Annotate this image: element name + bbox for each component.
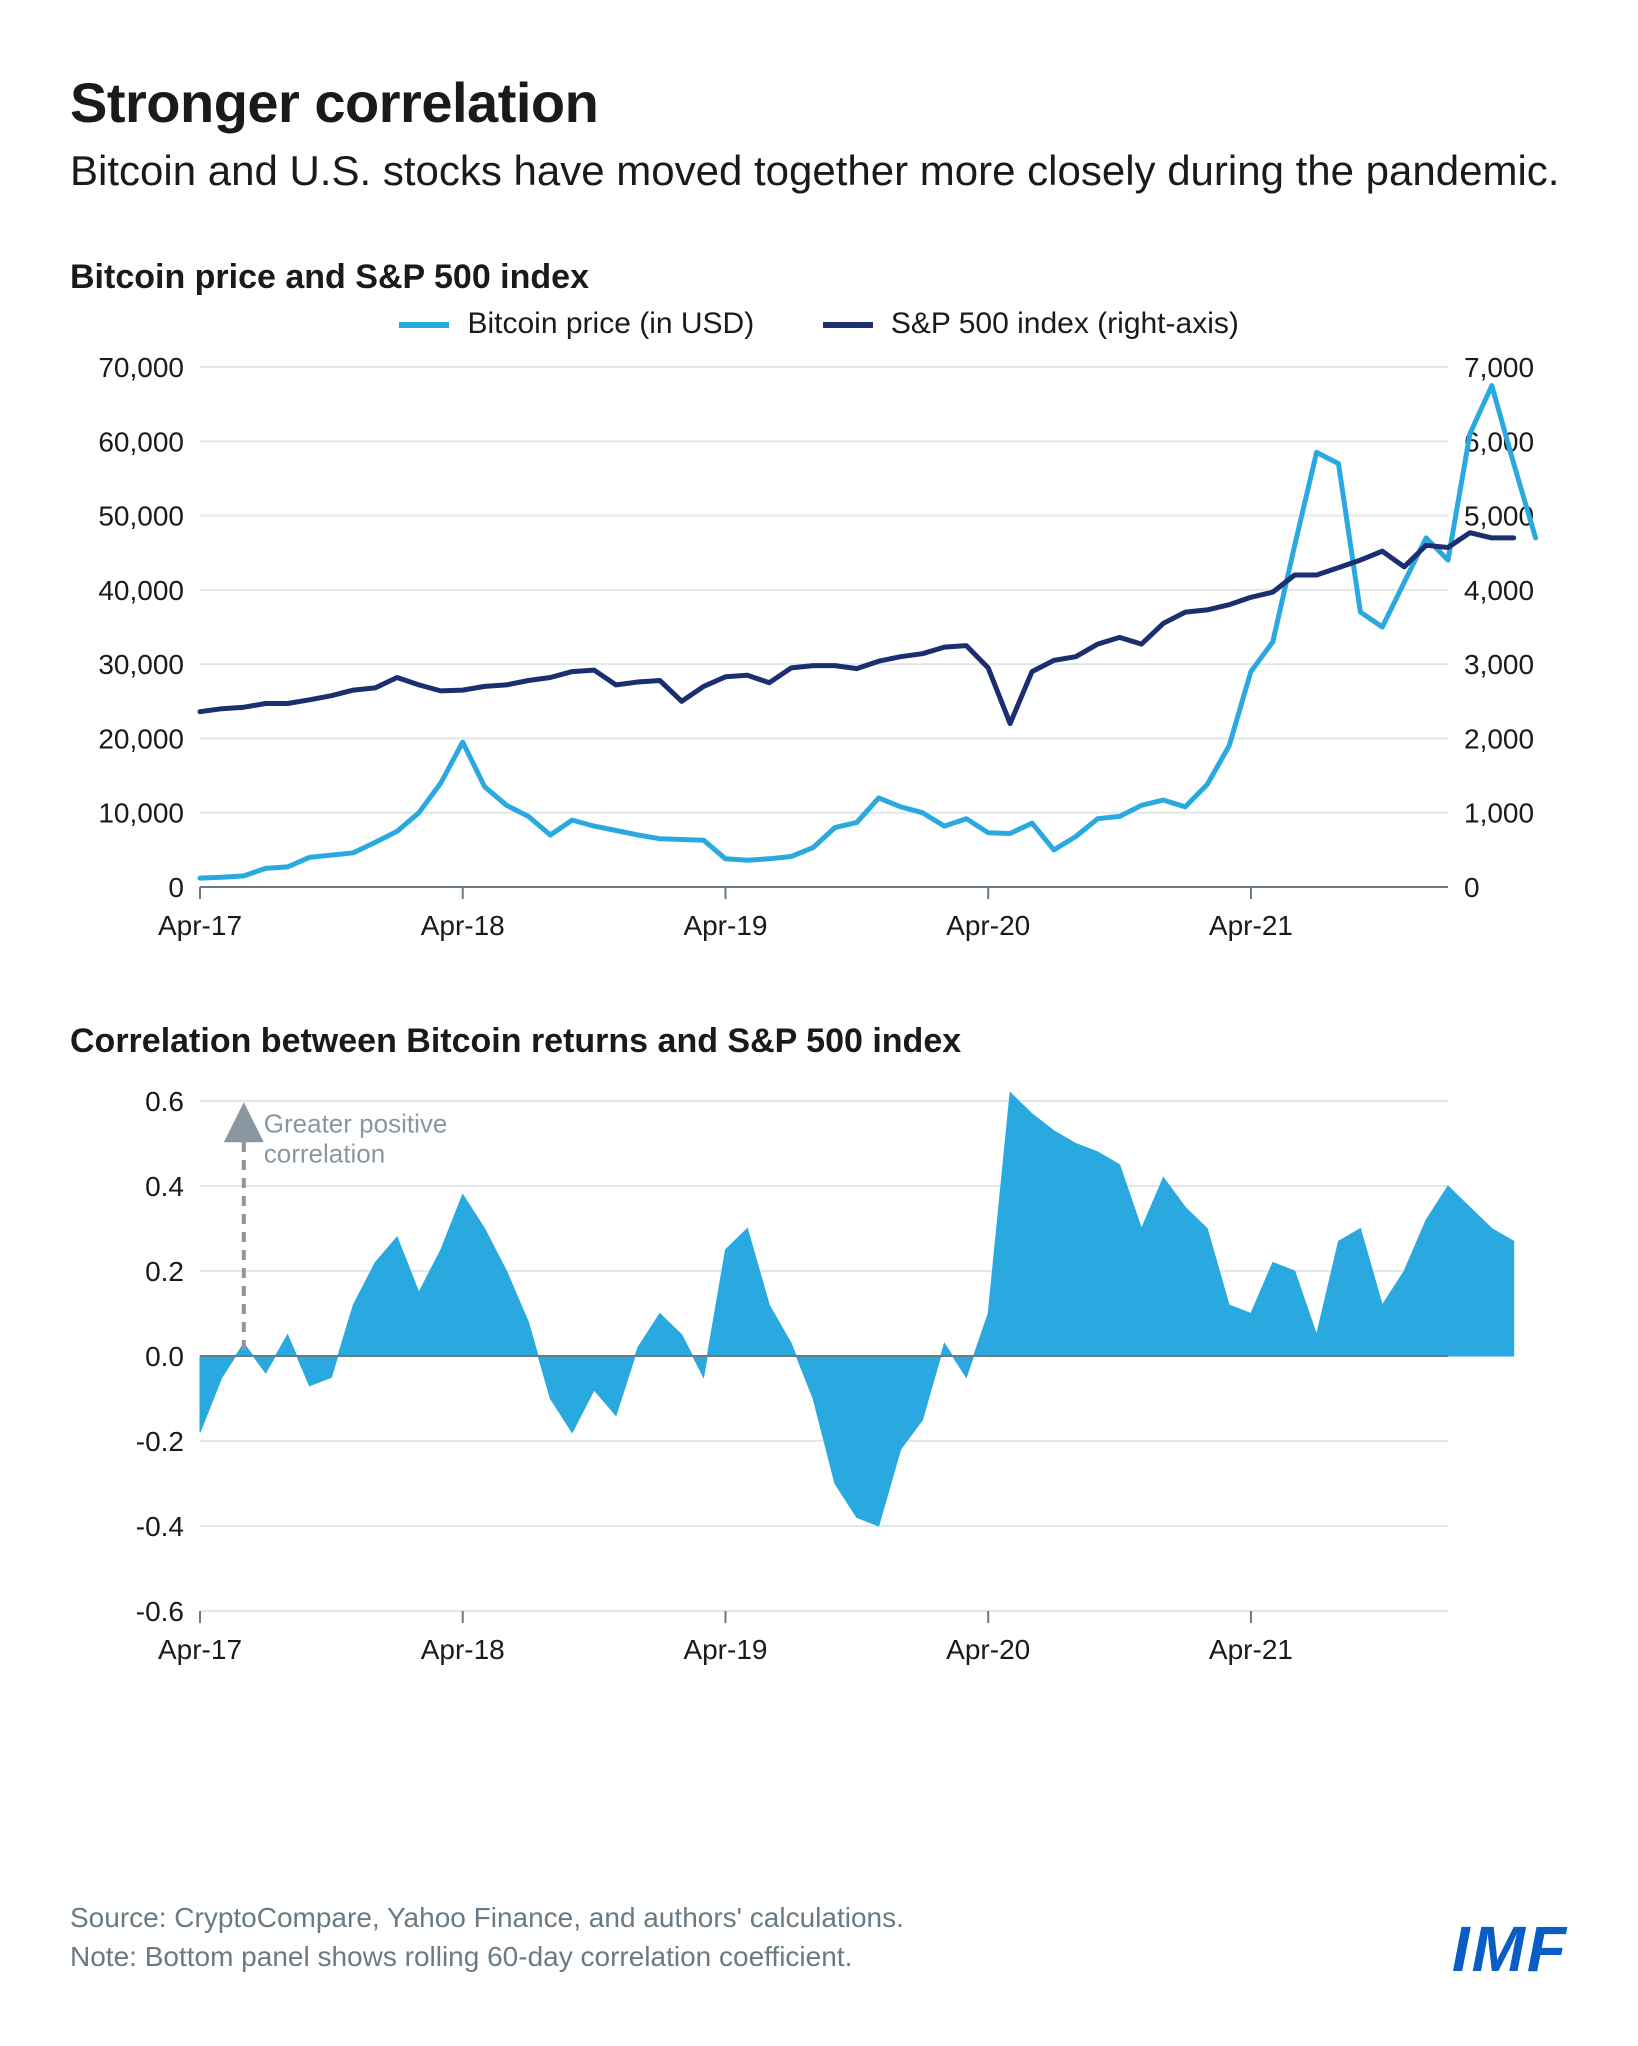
- svg-text:Apr-18: Apr-18: [421, 910, 505, 941]
- legend-label: Bitcoin price (in USD): [467, 307, 754, 340]
- svg-text:0: 0: [168, 872, 184, 903]
- svg-text:-0.2: -0.2: [136, 1426, 184, 1457]
- svg-text:correlation: correlation: [264, 1138, 385, 1168]
- svg-text:10,000: 10,000: [98, 797, 184, 828]
- svg-text:40,000: 40,000: [98, 574, 184, 605]
- legend-label: S&P 500 index (right-axis): [891, 307, 1239, 340]
- legend-item-sp500: S&P 500 index (right-axis): [823, 307, 1239, 341]
- chart-page: Stronger correlation Bitcoin and U.S. st…: [0, 0, 1638, 2046]
- top-chart-svg: 0 0 10,000 1,000 20,000 2,000 30,000 3,000 40,00…: [70, 347, 1568, 967]
- svg-text:-0.6: -0.6: [136, 1596, 184, 1627]
- svg-text:Apr-18: Apr-18: [421, 1634, 505, 1665]
- svg-text:Apr-17: Apr-17: [158, 1634, 242, 1665]
- top-chart-title: Bitcoin price and S&P 500 index: [70, 258, 1568, 297]
- svg-text:Greater positive: Greater positive: [264, 1108, 448, 1138]
- top-chart-legend: Bitcoin price (in USD) S&P 500 index (ri…: [70, 307, 1568, 341]
- page-subtitle: Bitcoin and U.S. stocks have moved toget…: [70, 145, 1568, 198]
- footer: Source: CryptoCompare, Yahoo Finance, an…: [70, 1898, 1568, 1976]
- footnote-note: Note: Bottom panel shows rolling 60-day …: [70, 1937, 1568, 1976]
- svg-text:2,000: 2,000: [1464, 723, 1534, 754]
- svg-text:50,000: 50,000: [98, 500, 184, 531]
- svg-text:0.6: 0.6: [145, 1086, 184, 1117]
- svg-text:20,000: 20,000: [98, 723, 184, 754]
- legend-item-bitcoin: Bitcoin price (in USD): [399, 307, 754, 341]
- svg-text:0.2: 0.2: [145, 1256, 184, 1287]
- legend-swatch-sp500: [823, 322, 873, 328]
- svg-text:30,000: 30,000: [98, 649, 184, 680]
- svg-text:Apr-21: Apr-21: [1209, 1634, 1293, 1665]
- bottom-chart-svg: -0.6 -0.4 -0.2 0.0 0.2 0.4 0.6 Apr-17 Apr-18 Apr-…: [70, 1071, 1568, 1691]
- svg-text:Apr-21: Apr-21: [1209, 910, 1293, 941]
- svg-text:Apr-19: Apr-19: [683, 1634, 767, 1665]
- svg-text:60,000: 60,000: [98, 426, 184, 457]
- svg-text:0.4: 0.4: [145, 1171, 184, 1202]
- footnote-source: Source: CryptoCompare, Yahoo Finance, an…: [70, 1898, 1568, 1937]
- svg-text:3,000: 3,000: [1464, 649, 1534, 680]
- bottom-chart-title: Correlation between Bitcoin returns and …: [70, 1022, 1568, 1061]
- svg-text:70,000: 70,000: [98, 352, 184, 383]
- bottom-chart: -0.6 -0.4 -0.2 0.0 0.2 0.4 0.6 Apr-17 Apr-18 Apr-…: [70, 1071, 1568, 1696]
- svg-text:4,000: 4,000: [1464, 574, 1534, 605]
- svg-text:6,000: 6,000: [1464, 426, 1534, 457]
- svg-text:-0.4: -0.4: [136, 1511, 184, 1542]
- svg-text:Apr-20: Apr-20: [946, 910, 1030, 941]
- svg-text:7,000: 7,000: [1464, 352, 1534, 383]
- page-title: Stronger correlation: [70, 70, 1568, 135]
- imf-logo: IMF: [1452, 1912, 1568, 1986]
- svg-text:0: 0: [1464, 872, 1480, 903]
- svg-text:1,000: 1,000: [1464, 797, 1534, 828]
- legend-swatch-bitcoin: [399, 322, 449, 328]
- svg-text:Apr-19: Apr-19: [683, 910, 767, 941]
- svg-text:Apr-17: Apr-17: [158, 910, 242, 941]
- top-chart: 0 0 10,000 1,000 20,000 2,000 30,000 3,000 40,00…: [70, 347, 1568, 972]
- svg-text:Apr-20: Apr-20: [946, 1634, 1030, 1665]
- svg-text:0.0: 0.0: [145, 1341, 184, 1372]
